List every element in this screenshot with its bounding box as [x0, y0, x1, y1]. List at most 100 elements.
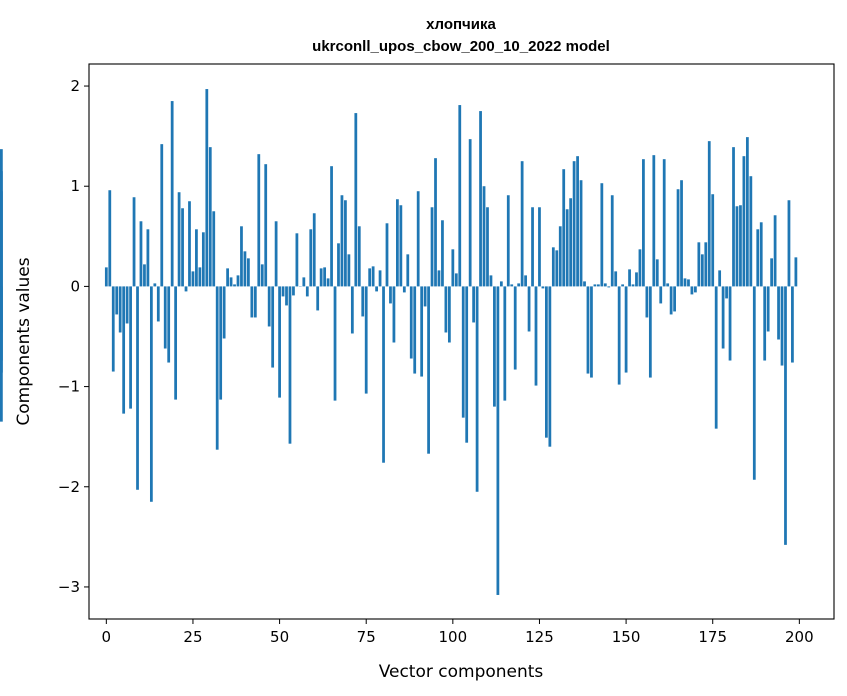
bar	[555, 250, 559, 287]
bar	[493, 286, 496, 407]
y-tick-label: 0	[70, 277, 80, 295]
bar	[569, 198, 573, 287]
x-tick-label: 200	[785, 628, 814, 646]
bar	[364, 286, 368, 394]
bar	[472, 286, 476, 323]
bar	[489, 275, 493, 287]
bar	[104, 267, 108, 287]
bar	[229, 277, 233, 287]
bar	[756, 229, 760, 287]
bar	[382, 286, 385, 463]
bar	[264, 164, 268, 287]
bar	[174, 286, 178, 400]
bar	[319, 268, 323, 287]
bar	[791, 286, 794, 363]
bar	[188, 201, 191, 287]
bar	[420, 286, 424, 377]
bar	[111, 286, 115, 372]
bar	[669, 286, 673, 315]
bar	[513, 286, 517, 370]
bar	[454, 273, 458, 287]
y-tick-label: −1	[58, 378, 80, 396]
x-tick-label: 150	[612, 628, 641, 646]
bar	[572, 161, 576, 287]
plot-frame	[88, 63, 835, 620]
bar	[617, 286, 621, 385]
bar	[396, 199, 399, 287]
bar	[707, 141, 711, 287]
bar	[787, 200, 791, 287]
bar	[551, 247, 555, 287]
bar	[219, 286, 223, 400]
bar	[0, 171, 3, 287]
bar	[0, 286, 3, 422]
bar	[465, 286, 469, 443]
y-tick-label: 2	[70, 77, 80, 95]
bar	[195, 229, 198, 287]
bar	[742, 156, 746, 287]
bar	[278, 286, 281, 398]
bar	[635, 272, 638, 287]
bar	[520, 161, 524, 287]
bar	[628, 269, 631, 287]
bar	[562, 169, 566, 287]
bar	[676, 189, 680, 287]
bar	[132, 197, 136, 287]
bar	[652, 155, 656, 287]
bar	[274, 221, 278, 287]
y-axis-ticks: −3 −2 −1 0 1 2	[58, 77, 89, 596]
bar	[368, 268, 372, 287]
bar-series	[0, 89, 798, 595]
bar	[524, 275, 527, 287]
bar	[240, 226, 243, 287]
bar	[583, 281, 586, 287]
bar	[486, 207, 489, 287]
bar	[163, 286, 167, 349]
x-tick-label: 100	[439, 628, 468, 646]
bar	[590, 286, 593, 378]
bar	[149, 286, 153, 502]
bar	[115, 286, 119, 315]
bar	[603, 283, 607, 287]
bar	[541, 286, 545, 289]
bar	[773, 215, 777, 287]
bar	[371, 266, 375, 287]
bar	[752, 286, 756, 480]
x-tick-label: 75	[357, 628, 376, 646]
bar	[614, 271, 618, 287]
bar	[690, 286, 694, 295]
bar	[330, 166, 333, 287]
bar	[642, 159, 645, 287]
bar	[704, 242, 708, 287]
bar	[212, 211, 216, 287]
bar	[777, 286, 780, 340]
bar	[139, 221, 143, 287]
bar	[191, 271, 195, 287]
bar	[108, 190, 112, 287]
bar	[763, 286, 767, 361]
x-tick-label: 175	[698, 628, 727, 646]
bar	[444, 286, 448, 333]
bar	[784, 286, 787, 545]
bar	[226, 268, 229, 287]
bar	[375, 286, 378, 292]
bar	[309, 229, 313, 287]
bar	[638, 249, 642, 287]
bar	[326, 278, 330, 287]
bar	[586, 286, 590, 374]
x-axis-ticks: 0 25 50 75 100 125 150 175 200	[102, 619, 814, 646]
bar	[205, 89, 209, 287]
x-tick-label: 50	[270, 628, 289, 646]
bar	[129, 286, 132, 409]
bar	[770, 258, 774, 287]
bar	[718, 270, 722, 287]
bar	[517, 283, 521, 287]
bar	[281, 286, 285, 297]
bar	[579, 180, 583, 287]
bar	[711, 194, 715, 287]
bar	[392, 286, 396, 343]
bar	[295, 233, 299, 287]
bar	[222, 286, 226, 339]
bar	[437, 270, 441, 287]
bar	[122, 286, 126, 414]
